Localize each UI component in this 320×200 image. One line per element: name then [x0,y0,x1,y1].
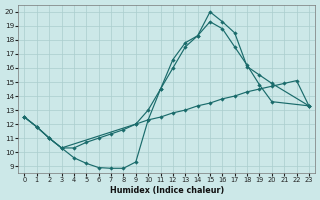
X-axis label: Humidex (Indice chaleur): Humidex (Indice chaleur) [109,186,224,195]
